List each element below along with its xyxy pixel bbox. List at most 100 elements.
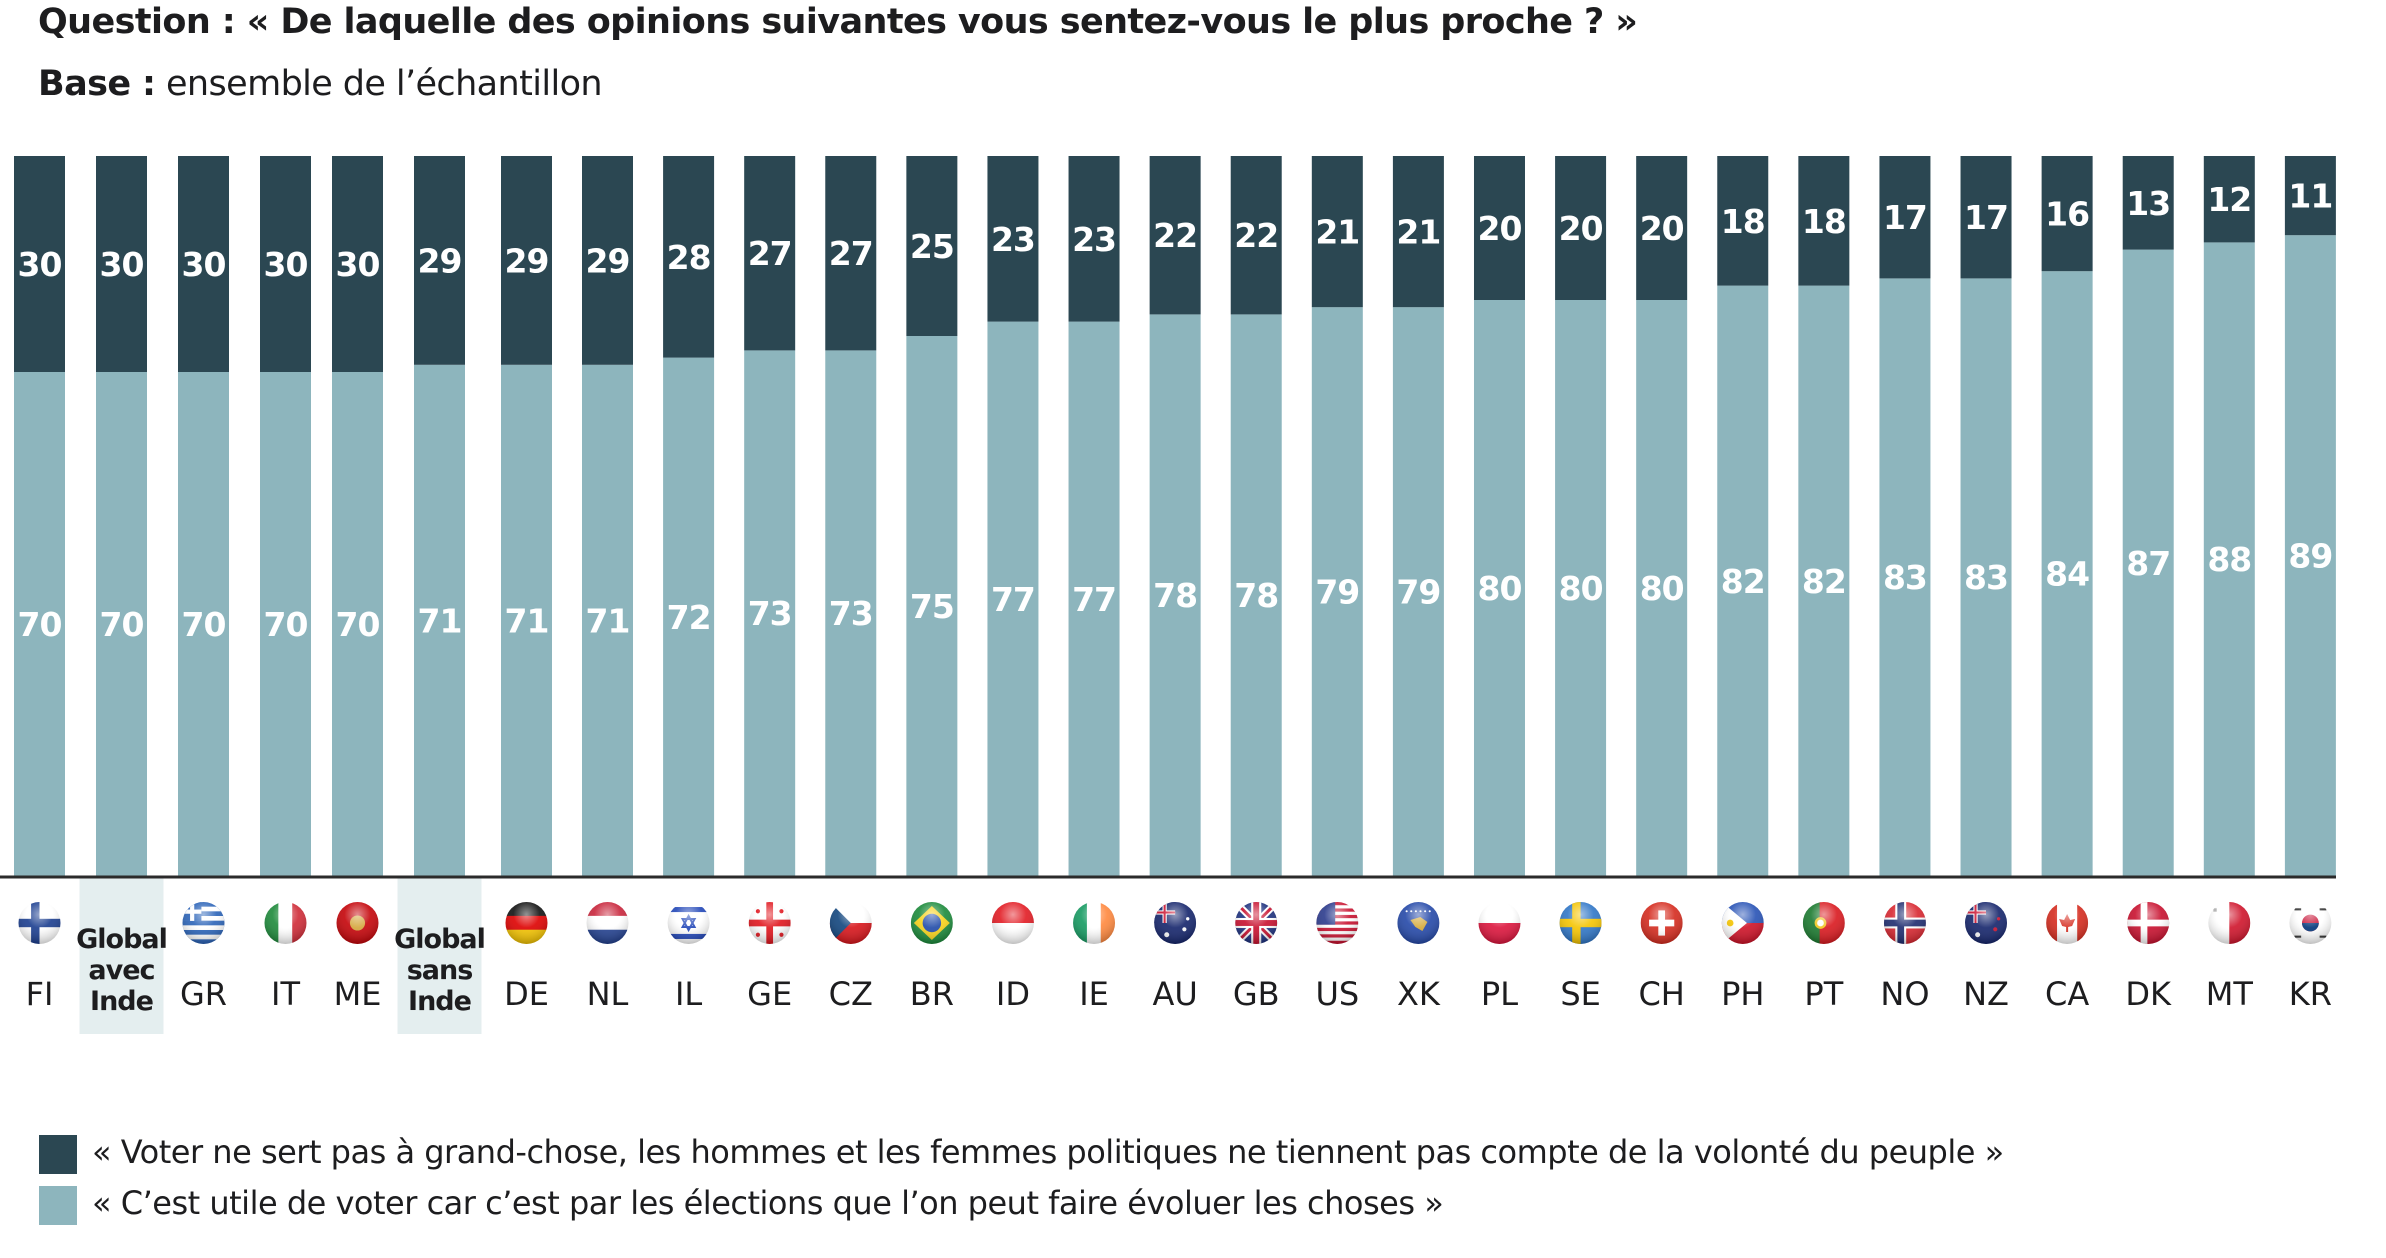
category-label: Inde: [408, 986, 471, 1017]
value-label-ne-sert-pas: 20: [1478, 209, 1522, 248]
flag-br-icon: [910, 902, 953, 944]
flag-ph-icon: [1721, 902, 1764, 944]
bar-segment-ne-sert-pas: [1555, 156, 1607, 300]
value-label-ne-sert-pas: 27: [829, 234, 873, 273]
category-label: avec: [88, 955, 154, 986]
value-label-ne-sert-pas: 30: [100, 245, 144, 284]
bar-segment-utile: [1311, 307, 1363, 876]
value-label-utile: 80: [1640, 569, 1684, 608]
flag-xk-icon: [1397, 902, 1440, 944]
bar-segment-ne-sert-pas: [744, 156, 796, 351]
category-label: AU: [1152, 975, 1197, 1013]
value-label-utile: 89: [2288, 537, 2332, 576]
bar-segment-ne-sert-pas: [96, 156, 147, 372]
flag-it-icon: [264, 902, 307, 944]
category-label: FI: [26, 975, 54, 1013]
base-label: Base :: [38, 64, 156, 104]
bar-segment-ne-sert-pas: [178, 156, 229, 372]
category-label: GR: [180, 975, 227, 1013]
value-label-ne-sert-pas: 29: [586, 241, 630, 280]
value-label-ne-sert-pas: 13: [2126, 184, 2170, 223]
flag-gr-icon: [182, 902, 225, 944]
value-label-utile: 78: [1153, 576, 1197, 615]
flag-mt-icon: [2208, 902, 2251, 944]
value-label-utile: 84: [2045, 555, 2089, 594]
bar-segment-ne-sert-pas: [332, 156, 383, 372]
flag-au-icon: [1154, 902, 1197, 944]
bar-segment-utile: [414, 364, 465, 876]
question-text: « De laquelle des opinions suivantes vou…: [246, 2, 1638, 42]
bar-segment-utile: [14, 372, 65, 876]
bar-segment-utile: [1392, 307, 1444, 876]
chart-subtitle: Base : ensemble de l’échantillon: [38, 64, 603, 104]
value-label-utile: 79: [1396, 573, 1440, 612]
category-label: Global: [394, 924, 485, 955]
bar-segment-utile: [987, 321, 1039, 877]
value-label-ne-sert-pas: 25: [910, 227, 954, 266]
category-label: CA: [2045, 975, 2089, 1013]
flag-cz-icon: [829, 902, 872, 944]
flag-no-icon: [1883, 902, 1926, 944]
bar-segment-ne-sert-pas: [1879, 156, 1931, 279]
bar-segment-utile: [96, 372, 147, 876]
legend-swatch-light: [39, 1186, 77, 1225]
value-label-ne-sert-pas: 20: [1640, 209, 1684, 248]
bar-segment-utile: [260, 372, 311, 876]
bar-segment-utile: [2041, 271, 2093, 876]
legend-label-light: « C’est utile de voter car c’est par les…: [92, 1184, 1444, 1222]
flag-nl-icon: [586, 902, 629, 944]
value-label-utile: 72: [667, 598, 711, 637]
bar-segment-utile: [1230, 314, 1282, 876]
bar-segment-utile: [501, 364, 552, 876]
category-label: CZ: [829, 975, 873, 1013]
value-label-ne-sert-pas: 11: [2288, 177, 2332, 216]
flag-me-icon: [336, 902, 379, 944]
bar-segment-utile: [744, 350, 796, 876]
bar-segment-ne-sert-pas: [1230, 156, 1282, 315]
value-label-utile: 73: [748, 594, 792, 633]
bar-segment-ne-sert-pas: [414, 156, 465, 365]
flag-pt-icon: [1802, 902, 1845, 944]
value-label-utile: 75: [910, 587, 954, 626]
value-label-ne-sert-pas: 20: [1559, 209, 1603, 248]
bar-segment-utile: [825, 350, 877, 876]
value-label-utile: 73: [829, 594, 873, 633]
bar-segment-utile: [1879, 278, 1931, 876]
category-label: NO: [1880, 975, 1929, 1013]
flag-kr-icon: [2289, 902, 2332, 944]
category-label: ME: [334, 975, 382, 1013]
bar-segment-ne-sert-pas: [825, 156, 877, 351]
value-label-utile: 87: [2126, 544, 2170, 583]
category-label: PL: [1481, 975, 1518, 1013]
flag-fi-icon: [18, 902, 61, 944]
category-label: PT: [1804, 975, 1843, 1013]
flag-ie-icon: [1073, 902, 1116, 944]
category-label: IL: [675, 975, 702, 1013]
legend-label-dark: « Voter ne sert pas à grand-chose, les h…: [92, 1133, 2004, 1171]
bar-segment-utile: [1717, 285, 1769, 877]
bar-segment-ne-sert-pas: [1311, 156, 1363, 308]
value-label-ne-sert-pas: 30: [336, 245, 380, 284]
value-label-ne-sert-pas: 23: [1072, 220, 1116, 259]
bar-segment-utile: [1473, 300, 1525, 876]
flag-dk-icon: [2127, 902, 2170, 944]
category-label: sans: [407, 955, 473, 986]
bar-segment-utile: [582, 364, 633, 876]
value-label-ne-sert-pas: 18: [1802, 202, 1846, 241]
category-label: IE: [1079, 975, 1109, 1013]
bar-segment-utile: [1960, 278, 2012, 876]
flag-se-icon: [1559, 902, 1602, 944]
category-label: DE: [504, 975, 549, 1013]
value-label-ne-sert-pas: 17: [1883, 198, 1927, 237]
category-label: NZ: [1963, 975, 2009, 1013]
bar-segment-ne-sert-pas: [1473, 156, 1525, 300]
category-label: US: [1315, 975, 1359, 1013]
value-label-utile: 88: [2207, 540, 2251, 579]
highlight-cell: [397, 878, 482, 1034]
stacked-bar-chart: 3070FI3070GlobalavecInde3070GR3070IT3070…: [0, 156, 2336, 1034]
value-label-ne-sert-pas: 21: [1396, 213, 1440, 252]
bar-segment-ne-sert-pas: [2041, 156, 2093, 272]
bar-segment-utile: [1636, 300, 1688, 876]
value-label-utile: 83: [1883, 558, 1927, 597]
bar-segment-ne-sert-pas: [987, 156, 1039, 322]
